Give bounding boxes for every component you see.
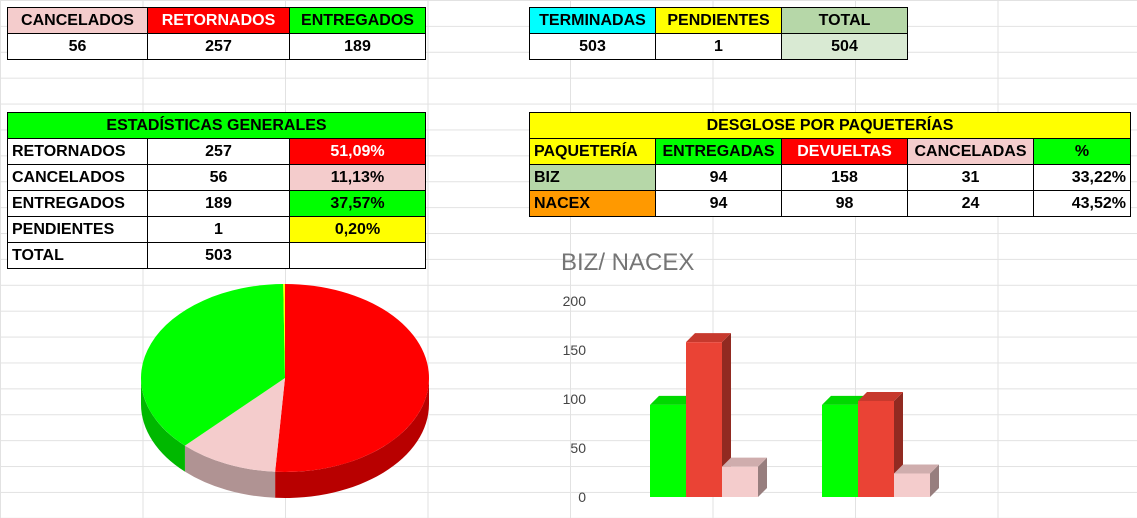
- table-row: CANCELADOS 56 11,13%: [7, 164, 426, 191]
- stats-value[interactable]: 1: [147, 216, 290, 243]
- pie-side-entregados: [141, 378, 185, 472]
- devueltas-value[interactable]: 98: [781, 190, 908, 217]
- y-tick-label: 50: [570, 440, 586, 456]
- bar-biz-2[interactable]: [722, 457, 767, 497]
- header-paqueteria[interactable]: PAQUETERÍA: [529, 138, 656, 165]
- stats-table: ESTADÍSTICAS GENERALES RETORNADOS 257 51…: [7, 112, 426, 269]
- table-row: NACEX 94 98 24 43,52%: [529, 190, 1131, 217]
- table-row: RETORNADOS 257 51,09%: [7, 138, 426, 165]
- table-row: TOTAL 503: [7, 242, 426, 269]
- paqueteria-name[interactable]: NACEX: [529, 190, 656, 217]
- bar-nacex-1[interactable]: [858, 391, 903, 497]
- entregadas-value[interactable]: 94: [655, 164, 782, 191]
- header-devueltas[interactable]: DEVUELTAS: [781, 138, 908, 165]
- value-pendientes[interactable]: 1: [655, 33, 782, 60]
- header-pendientes[interactable]: PENDIENTES: [655, 7, 782, 34]
- canceladas-value[interactable]: 31: [907, 164, 1034, 191]
- stats-label[interactable]: RETORNADOS: [7, 138, 148, 165]
- value-terminadas[interactable]: 503: [529, 33, 656, 60]
- header-entregadas[interactable]: ENTREGADAS: [655, 138, 782, 165]
- bar-biz-1[interactable]: [686, 333, 731, 497]
- value-entregados[interactable]: 189: [289, 33, 426, 60]
- pie-sides: [141, 378, 429, 498]
- stats-pct[interactable]: 0,20%: [289, 216, 426, 243]
- desglose-table: DESGLOSE POR PAQUETERÍAS PAQUETERÍA ENTR…: [529, 112, 1131, 217]
- header-total[interactable]: TOTAL: [781, 7, 908, 34]
- stats-label[interactable]: TOTAL: [7, 242, 148, 269]
- canceladas-value[interactable]: 24: [907, 190, 1034, 217]
- stats-pct[interactable]: 37,57%: [289, 190, 426, 217]
- pct-value[interactable]: 33,22%: [1033, 164, 1131, 191]
- header-pct[interactable]: %: [1033, 138, 1131, 165]
- bar-chart[interactable]: BIZ/ NACEX 0 50 100 150 200: [540, 240, 980, 510]
- y-tick-label: 0: [578, 489, 586, 505]
- stats-label[interactable]: CANCELADOS: [7, 164, 148, 191]
- stats-value[interactable]: 257: [147, 138, 290, 165]
- stats-pct[interactable]: 51,09%: [289, 138, 426, 165]
- stats-pct[interactable]: [289, 242, 426, 269]
- summary-table-estados: CANCELADOS RETORNADOS ENTREGADOS 56 257 …: [7, 7, 426, 60]
- pie-slice-retornados[interactable]: [275, 284, 430, 473]
- pie-slice-pendientes[interactable]: [283, 284, 285, 378]
- pie-slice-entregados[interactable]: [141, 284, 285, 446]
- pie-chart[interactable]: [130, 278, 440, 513]
- pie-side-cancelados: [184, 445, 276, 498]
- bar-nacex-0[interactable]: [822, 395, 867, 497]
- y-tick-label: 150: [563, 342, 587, 358]
- stats-value[interactable]: 503: [147, 242, 290, 269]
- y-axis: 0 50 100 150 200: [563, 293, 587, 505]
- header-canceladas[interactable]: CANCELADAS: [907, 138, 1034, 165]
- table-row: BIZ 94 158 31 33,22%: [529, 164, 1131, 191]
- stats-label[interactable]: PENDIENTES: [7, 216, 148, 243]
- devueltas-value[interactable]: 158: [781, 164, 908, 191]
- paqueteria-name[interactable]: BIZ: [529, 164, 656, 191]
- bar-nacex-2[interactable]: [894, 464, 939, 497]
- stats-value[interactable]: 56: [147, 164, 290, 191]
- pie-side-retornados: [275, 378, 429, 498]
- stats-label[interactable]: ENTREGADOS: [7, 190, 148, 217]
- pie-slice-cancelados[interactable]: [184, 378, 285, 472]
- header-entregados[interactable]: ENTREGADOS: [289, 7, 426, 34]
- bar-chart-title: BIZ/ NACEX: [561, 249, 694, 276]
- stats-title[interactable]: ESTADÍSTICAS GENERALES: [7, 112, 426, 139]
- y-tick-label: 200: [563, 293, 587, 309]
- desglose-title[interactable]: DESGLOSE POR PAQUETERÍAS: [529, 112, 1131, 139]
- header-terminadas[interactable]: TERMINADAS: [529, 7, 656, 34]
- value-total[interactable]: 504: [781, 33, 908, 60]
- header-cancelados[interactable]: CANCELADOS: [7, 7, 148, 34]
- stats-pct[interactable]: 11,13%: [289, 164, 426, 191]
- pie-slices: [141, 284, 430, 473]
- bars: [650, 333, 939, 497]
- value-retornados[interactable]: 257: [147, 33, 290, 60]
- table-row: PENDIENTES 1 0,20%: [7, 216, 426, 243]
- stats-value[interactable]: 189: [147, 190, 290, 217]
- y-tick-label: 100: [563, 391, 587, 407]
- value-cancelados[interactable]: 56: [7, 33, 148, 60]
- summary-table-totales: TERMINADAS PENDIENTES TOTAL 503 1 504: [529, 7, 908, 60]
- entregadas-value[interactable]: 94: [655, 190, 782, 217]
- header-retornados[interactable]: RETORNADOS: [147, 7, 290, 34]
- pct-value[interactable]: 43,52%: [1033, 190, 1131, 217]
- table-row: ENTREGADOS 189 37,57%: [7, 190, 426, 217]
